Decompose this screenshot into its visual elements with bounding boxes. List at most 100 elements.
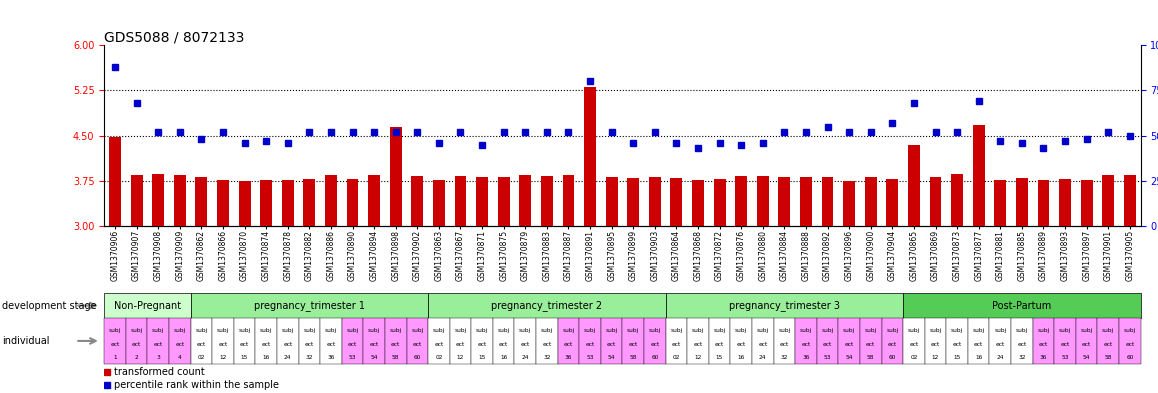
Text: subj: subj (1123, 329, 1136, 334)
Text: ect: ect (672, 342, 681, 347)
Bar (816, 318, 838, 364)
Bar (628, 178, 639, 226)
Text: subj: subj (951, 329, 963, 334)
Text: subj: subj (541, 329, 554, 334)
Bar (256, 318, 277, 364)
Text: ect: ect (909, 342, 918, 347)
Text: pregnancy_trimester 2: pregnancy_trimester 2 (491, 300, 602, 311)
Text: 02: 02 (435, 355, 442, 360)
Text: ect: ect (542, 342, 551, 347)
Text: ect: ect (262, 342, 271, 347)
Text: ect: ect (1126, 342, 1135, 347)
Bar (239, 181, 250, 226)
Text: transformed count: transformed count (115, 367, 205, 377)
Text: 58: 58 (630, 355, 637, 360)
Bar (147, 318, 169, 364)
Bar (606, 176, 617, 226)
Text: 24: 24 (758, 355, 767, 360)
Text: pregnancy_trimester 3: pregnancy_trimester 3 (728, 300, 840, 311)
Bar (908, 145, 919, 226)
Text: ect: ect (564, 342, 573, 347)
Text: 15: 15 (241, 355, 248, 360)
Text: 54: 54 (1083, 355, 1091, 360)
Text: subj: subj (1102, 329, 1114, 334)
Bar (886, 179, 899, 226)
Text: ect: ect (823, 342, 833, 347)
Bar (968, 318, 989, 364)
Bar (364, 318, 384, 364)
Bar (325, 175, 337, 226)
Text: ect: ect (586, 342, 595, 347)
Bar (670, 178, 682, 226)
Bar (735, 176, 747, 226)
Bar (648, 177, 661, 226)
Bar (131, 175, 142, 226)
Bar (995, 180, 1006, 226)
Text: 54: 54 (608, 355, 615, 360)
Text: 02: 02 (198, 355, 205, 360)
Text: subj: subj (821, 329, 834, 334)
Bar (1080, 180, 1093, 226)
Text: 36: 36 (802, 355, 809, 360)
Text: ect: ect (283, 342, 292, 347)
Bar (411, 176, 423, 226)
Bar (428, 318, 449, 364)
Bar (191, 318, 212, 364)
Text: ect: ect (477, 342, 486, 347)
Text: 12: 12 (695, 355, 702, 360)
Bar (951, 174, 963, 226)
Bar (666, 293, 903, 318)
Text: 32: 32 (1018, 355, 1026, 360)
Text: ect: ect (412, 342, 422, 347)
Text: subj: subj (239, 329, 250, 334)
Text: 58: 58 (391, 355, 400, 360)
Bar (860, 318, 881, 364)
Bar (476, 176, 488, 226)
Bar (692, 180, 704, 226)
Text: ect: ect (154, 342, 163, 347)
Text: ect: ect (866, 342, 875, 347)
Text: ect: ect (714, 342, 724, 347)
Bar (843, 181, 855, 226)
Text: 58: 58 (867, 355, 874, 360)
Text: ect: ect (110, 342, 119, 347)
Text: subj: subj (756, 329, 769, 334)
Text: 3: 3 (156, 355, 160, 360)
Bar (623, 318, 644, 364)
Bar (822, 177, 834, 226)
Text: subj: subj (196, 329, 207, 334)
Bar (558, 318, 579, 364)
Text: ect: ect (1017, 342, 1026, 347)
Text: ect: ect (629, 342, 638, 347)
Text: 60: 60 (1126, 355, 1134, 360)
Bar (1098, 318, 1119, 364)
Text: ect: ect (758, 342, 768, 347)
Text: subj: subj (519, 329, 532, 334)
Text: subj: subj (411, 329, 424, 334)
Bar (196, 176, 207, 226)
Bar (903, 293, 1141, 318)
Bar (666, 318, 687, 364)
Text: ect: ect (305, 342, 314, 347)
Text: 15: 15 (478, 355, 485, 360)
Text: 16: 16 (500, 355, 507, 360)
Bar (752, 318, 774, 364)
Text: 16: 16 (263, 355, 270, 360)
Text: subj: subj (152, 329, 164, 334)
Text: 16: 16 (738, 355, 745, 360)
Text: subj: subj (1058, 329, 1071, 334)
Bar (584, 87, 596, 226)
Text: subj: subj (303, 329, 315, 334)
Bar (320, 318, 342, 364)
Text: 02: 02 (910, 355, 917, 360)
Text: ect: ect (499, 342, 508, 347)
Text: ect: ect (327, 342, 336, 347)
Text: subj: subj (800, 329, 812, 334)
Bar (838, 318, 860, 364)
Text: ect: ect (607, 342, 616, 347)
Text: subj: subj (498, 329, 510, 334)
Text: subj: subj (389, 329, 402, 334)
Bar (514, 318, 536, 364)
Bar (1016, 178, 1028, 226)
Bar (1076, 318, 1098, 364)
